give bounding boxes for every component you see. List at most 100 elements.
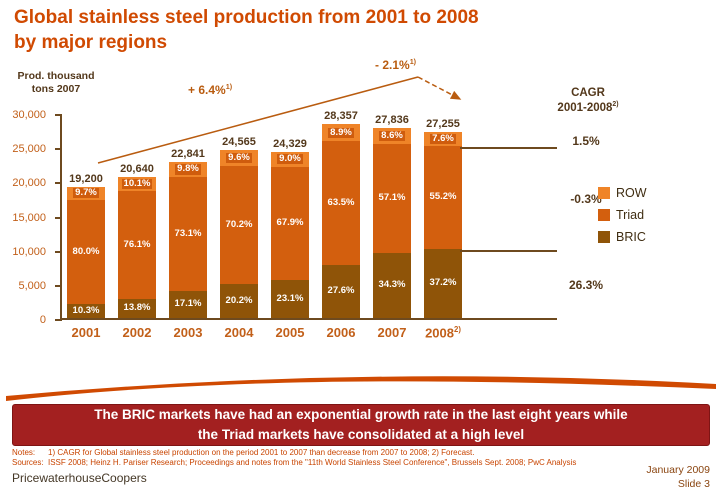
segment-bric-2006[interactable]: 27.6% xyxy=(322,264,360,318)
segment-pct-label: 67.9% xyxy=(276,216,304,228)
segment-pct-label: 9.6% xyxy=(226,151,252,164)
segment-bric-2004[interactable]: 20.2% xyxy=(220,284,258,318)
segment-bric-2005[interactable]: 23.1% xyxy=(271,279,309,318)
segment-bric-2002[interactable]: 13.8% xyxy=(118,298,156,318)
growth-annotation-down: - 2.1%1) xyxy=(375,57,416,72)
bar-total-label: 27,255 xyxy=(426,117,460,130)
bar-2002[interactable]: 20,640 10.1% 76.1% 13.8% 2002 xyxy=(118,163,156,340)
segment-bric-2007[interactable]: 34.3% xyxy=(373,252,411,318)
segment-bric-2001[interactable]: 10.3% xyxy=(67,304,105,318)
segment-row-2002[interactable]: 10.1% xyxy=(118,176,156,192)
bar-total-label: 19,200 xyxy=(69,172,103,185)
footer-right: January 2009 Slide 3 xyxy=(500,463,710,491)
segment-row-2007[interactable]: 8.6% xyxy=(373,127,411,145)
segment-triad-2005[interactable]: 67.9% xyxy=(271,166,309,280)
segment-pct-label: 9.8% xyxy=(175,163,201,175)
cagr-header-line1: CAGR xyxy=(571,87,605,99)
x-axis-label-2003: 2003 xyxy=(173,325,203,340)
bar-2004[interactable]: 24,565 9.6% 70.2% 20.2% 2004 xyxy=(220,136,258,340)
growth-trend-arrow xyxy=(97,76,462,164)
segment-row-2006[interactable]: 8.9% xyxy=(322,124,360,142)
legend-item-bric[interactable]: BRIC xyxy=(598,230,647,244)
x-axis-label-2001: 2001 xyxy=(71,325,101,340)
bar-2005[interactable]: 24,329 9.0% 67.9% 23.1% 2005 xyxy=(271,138,309,340)
segment-triad-2002[interactable]: 76.1% xyxy=(118,191,156,299)
segment-pct-label: 9.0% xyxy=(277,153,303,165)
bar-2006[interactable]: 28,357 8.9% 63.5% 27.6% 2006 xyxy=(322,110,360,340)
reference-line-triad-bric xyxy=(460,249,557,252)
swoosh-decoration xyxy=(6,376,716,401)
legend-item-triad[interactable]: Triad xyxy=(598,208,647,222)
y-axis-unit-label: Prod. thousand tons 2007 xyxy=(17,70,95,96)
y-tick-mark xyxy=(55,182,62,185)
y-tick-label: 15,000 xyxy=(12,211,46,224)
cagr-value-triad: -0.3% xyxy=(570,192,602,207)
y-tick-mark xyxy=(55,114,62,116)
segment-triad-2001[interactable]: 80.0% xyxy=(67,199,105,305)
segment-triad-2007[interactable]: 57.1% xyxy=(373,144,411,253)
bar-2001[interactable]: 19,200 9.7% 80.0% 10.3% 2001 xyxy=(67,173,105,340)
bar-total-label: 27,836 xyxy=(375,113,409,126)
segment-pct-label: 10.1% xyxy=(121,177,153,190)
x-axis-label-2004: 2004 xyxy=(224,325,254,340)
segment-row-2003[interactable]: 9.8% xyxy=(169,161,207,178)
bar-2008[interactable]: 27,255 7.6% 55.2% 37.2% 20082) xyxy=(424,118,462,340)
cagr-value-bric: 26.3% xyxy=(568,278,604,293)
segment-bric-2008[interactable]: 37.2% xyxy=(424,248,462,318)
y-tick-mark xyxy=(55,250,62,253)
y-axis-tick-labels: 0 5,000 10,000 15,000 20,000 25,000 30,000 xyxy=(0,109,54,326)
bar-2003[interactable]: 22,841 9.8% 73.1% 17.1% 2003 xyxy=(169,148,207,340)
legend: ROW Triad BRIC xyxy=(598,186,647,244)
segment-row-2001[interactable]: 9.7% xyxy=(67,186,105,200)
legend-item-row[interactable]: ROW xyxy=(598,186,647,200)
y-tick-label: 20,000 xyxy=(12,177,46,190)
segment-row-2008[interactable]: 7.6% xyxy=(424,131,462,146)
segment-pct-label: 8.9% xyxy=(328,126,354,139)
x-axis-label-2002: 2002 xyxy=(122,325,152,340)
growth-up-text: + 6.4% xyxy=(188,83,226,97)
notes-line: Notes: 1) CAGR for Global stainless steel… xyxy=(12,448,712,457)
segment-bric-2003[interactable]: 17.1% xyxy=(169,291,207,318)
segment-pct-label: 13.8% xyxy=(123,302,151,314)
segment-triad-2003[interactable]: 73.1% xyxy=(169,177,207,292)
segment-pct-label: 27.6% xyxy=(327,285,355,297)
key-message-banner: The BRIC markets have had an exponential… xyxy=(12,404,710,446)
segment-pct-label: 70.2% xyxy=(225,218,253,230)
segment-triad-2008[interactable]: 55.2% xyxy=(424,145,462,249)
bar-2007[interactable]: 27,836 8.6% 57.1% 34.3% 2007 xyxy=(373,114,411,340)
sources-label: Sources: xyxy=(12,458,44,467)
y-tick-label: 25,000 xyxy=(12,143,46,156)
bar-total-label: 24,565 xyxy=(222,136,256,149)
x-axis-label-2007: 2007 xyxy=(377,325,407,340)
legend-label-bric: BRIC xyxy=(616,230,646,244)
bar-total-label: 20,640 xyxy=(120,162,154,175)
y-tick-mark xyxy=(55,284,62,287)
notes-label: Notes: xyxy=(12,448,36,457)
sources-line: Sources: ISSF 2008; Heinz H. Pariser Rese… xyxy=(12,458,712,467)
segment-pct-label: 10.3% xyxy=(72,305,100,317)
footer-company: PricewaterhouseCoopers xyxy=(12,471,147,485)
segment-triad-2006[interactable]: 63.5% xyxy=(322,141,360,265)
bar-total-label: 24,329 xyxy=(273,137,307,150)
footer-date: January 2009 xyxy=(646,464,710,476)
footer-slide-number: Slide 3 xyxy=(677,478,710,491)
plot-area: 19,200 9.7% 80.0% 10.3% 2001 20,640 10.1% 76.1%… xyxy=(55,110,557,340)
legend-swatch-row xyxy=(598,187,610,199)
segment-triad-2004[interactable]: 70.2% xyxy=(220,166,258,285)
segment-pct-label: 17.1% xyxy=(174,298,202,310)
page-title: Global stainless steel production from 2… xyxy=(14,7,479,53)
segment-row-2005[interactable]: 9.0% xyxy=(271,151,309,167)
segment-pct-label: 20.2% xyxy=(225,294,253,306)
segment-pct-label: 8.6% xyxy=(379,129,405,142)
growth-down-footnote-ref: 1) xyxy=(409,57,417,66)
bar-total-label: 22,841 xyxy=(171,147,205,160)
segment-pct-label: 76.1% xyxy=(123,238,151,250)
segment-row-2004[interactable]: 9.6% xyxy=(220,150,258,167)
y-tick-mark xyxy=(55,319,62,321)
cagr-header-line2: 2001-20082) xyxy=(557,101,619,114)
y-tick-mark xyxy=(55,148,62,151)
segment-pct-label: 80.0% xyxy=(72,245,100,257)
x-axis-label-2005: 2005 xyxy=(275,325,305,340)
segment-pct-label: 55.2% xyxy=(429,191,457,203)
segment-pct-label: 37.2% xyxy=(429,277,457,289)
